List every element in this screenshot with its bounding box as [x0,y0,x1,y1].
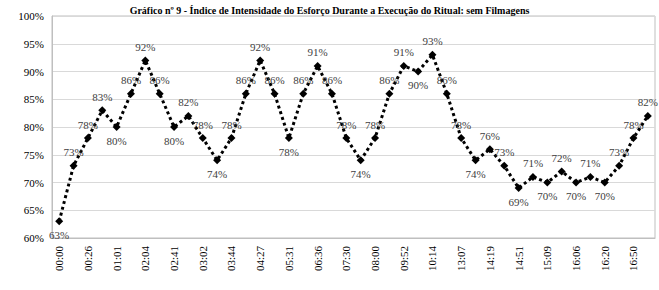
svg-text:86%: 86% [236,74,256,86]
svg-text:86%: 86% [322,74,342,86]
svg-text:74%: 74% [351,168,371,180]
svg-text:71%: 71% [580,157,600,169]
svg-text:78%: 78% [451,119,471,131]
svg-text:63%: 63% [49,229,69,241]
svg-text:80%: 80% [107,135,127,147]
svg-text:78%: 78% [221,119,241,131]
svg-text:71%: 71% [523,157,543,169]
svg-text:70%: 70% [595,190,615,202]
svg-text:80%: 80% [164,135,184,147]
svg-text:70%: 70% [24,177,44,189]
svg-text:03:02: 03:02 [197,246,209,271]
svg-text:82%: 82% [178,96,198,108]
svg-text:83%: 83% [92,91,112,103]
svg-text:78%: 78% [365,119,385,131]
svg-text:100%: 100% [18,10,44,22]
svg-text:16:50: 16:50 [627,246,639,272]
svg-text:15:09: 15:09 [541,246,553,272]
svg-text:78%: 78% [279,146,299,158]
svg-text:86%: 86% [437,74,457,86]
svg-text:73%: 73% [609,146,629,158]
svg-text:86%: 86% [293,74,313,86]
svg-text:07:30: 07:30 [340,246,352,272]
svg-text:93%: 93% [422,35,442,47]
svg-text:78%: 78% [623,119,643,131]
svg-text:01:01: 01:01 [111,246,123,271]
svg-text:03:44: 03:44 [225,246,237,272]
svg-text:72%: 72% [552,152,572,164]
svg-text:73%: 73% [494,146,514,158]
svg-text:13:07: 13:07 [455,246,467,272]
svg-text:69%: 69% [509,196,529,208]
svg-text:70%: 70% [537,190,557,202]
svg-text:78%: 78% [193,119,213,131]
svg-text:00:00: 00:00 [53,246,65,272]
svg-text:91%: 91% [394,46,414,58]
svg-text:08:00: 08:00 [369,246,381,272]
svg-text:78%: 78% [336,119,356,131]
svg-text:10:14: 10:14 [426,246,438,272]
svg-text:82%: 82% [638,96,658,108]
svg-text:Gráfico nº 9 - Índice de Inten: Gráfico nº 9 - Índice de Intensidade do … [130,5,530,16]
svg-text:86%: 86% [150,74,170,86]
svg-text:60%: 60% [24,232,44,244]
svg-text:92%: 92% [135,41,155,53]
svg-text:92%: 92% [250,41,270,53]
svg-text:86%: 86% [379,74,399,86]
svg-text:16:20: 16:20 [599,246,611,272]
svg-text:04:27: 04:27 [254,246,266,272]
svg-text:73%: 73% [63,146,83,158]
svg-text:74%: 74% [465,168,485,180]
svg-text:85%: 85% [24,93,44,105]
svg-text:86%: 86% [121,74,141,86]
svg-text:05:31: 05:31 [283,246,295,271]
svg-text:65%: 65% [24,204,44,216]
svg-text:90%: 90% [24,66,44,78]
svg-text:06:36: 06:36 [312,246,324,272]
svg-text:14:51: 14:51 [513,246,525,271]
svg-text:80%: 80% [24,121,44,133]
svg-text:02:41: 02:41 [168,246,180,271]
svg-text:75%: 75% [24,149,44,161]
svg-text:74%: 74% [207,168,227,180]
svg-text:76%: 76% [480,130,500,142]
svg-text:90%: 90% [408,79,428,91]
svg-text:00:26: 00:26 [82,246,94,272]
svg-text:95%: 95% [24,38,44,50]
svg-text:02:04: 02:04 [139,246,151,272]
svg-text:70%: 70% [566,190,586,202]
svg-text:86%: 86% [264,74,284,86]
svg-text:14:19: 14:19 [484,246,496,272]
svg-text:78%: 78% [78,119,98,131]
svg-text:16:06: 16:06 [570,246,582,272]
svg-text:91%: 91% [308,46,328,58]
svg-text:09:52: 09:52 [398,246,410,271]
